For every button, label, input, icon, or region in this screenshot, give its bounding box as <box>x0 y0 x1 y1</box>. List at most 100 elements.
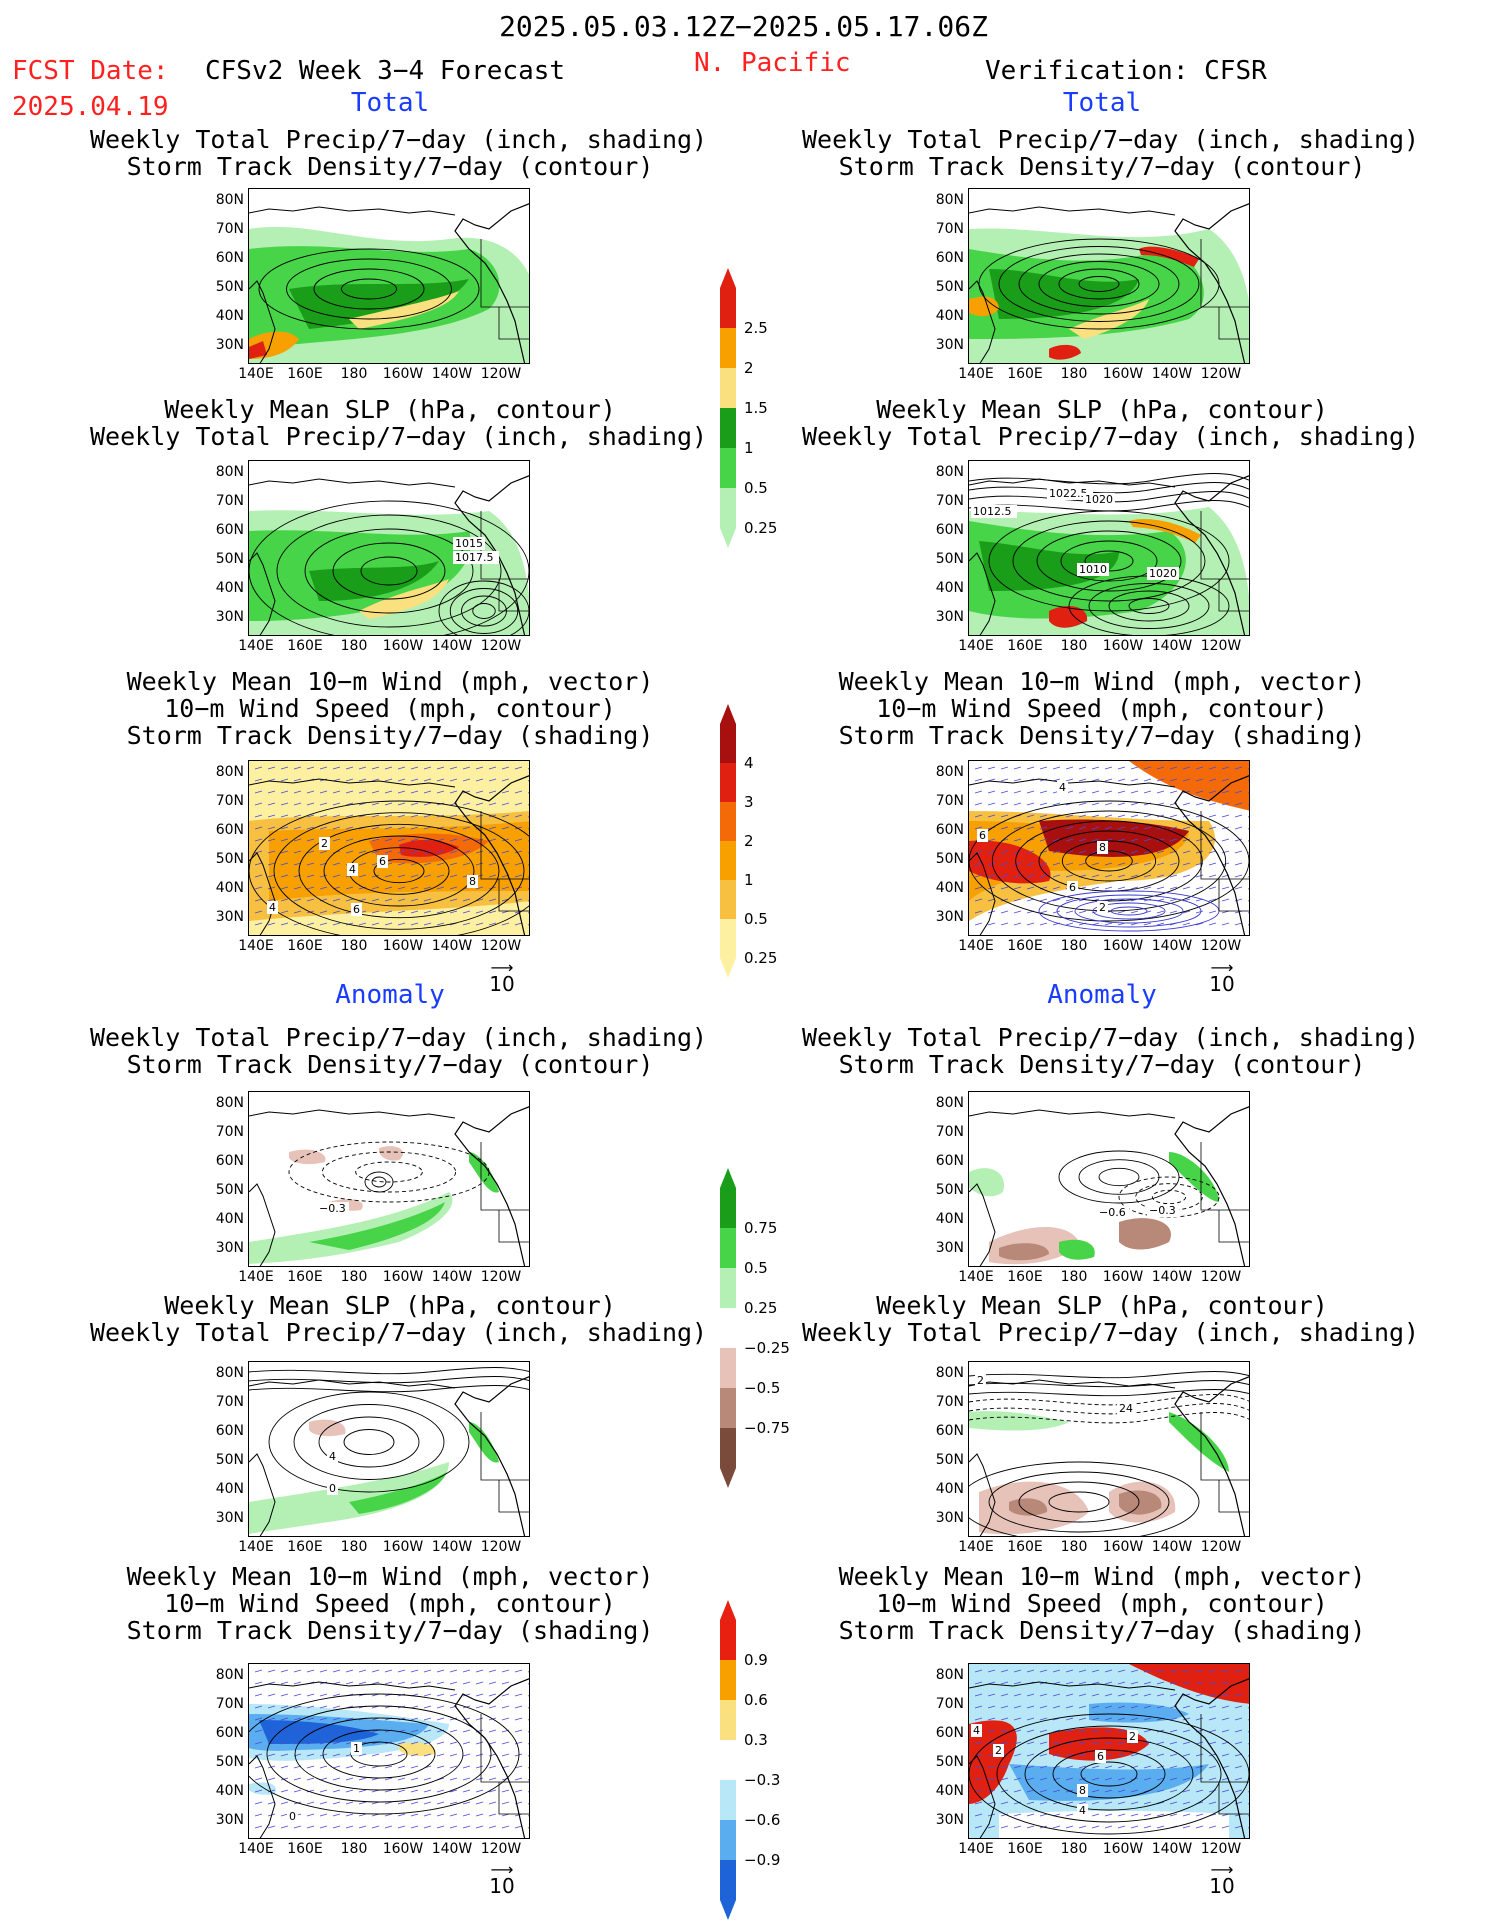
colorbar-anom-precip: 0.75 0.5 0.25 −0.25 −0.5 −0.75 <box>720 1168 810 1492</box>
lon-tick-label: 160E <box>287 1539 323 1555</box>
lat-tick-label: 60N <box>935 250 964 266</box>
lat-tick-label: 30N <box>935 1510 964 1526</box>
colorbar-tick-label: 4 <box>744 754 754 772</box>
svg-text:1012.5: 1012.5 <box>973 505 1012 518</box>
colorbar-tick-label: 0.25 <box>744 519 778 537</box>
colorbar-tick-label: 0.6 <box>744 1691 768 1709</box>
lon-tick-label: 120W <box>1200 1539 1242 1555</box>
panel-title-ob-total-slp: Weekly Mean SLP (hPa, contour) Weekly Tot… <box>802 395 1420 451</box>
lon-tick-label: 160E <box>1007 938 1043 954</box>
lon-tick-label: 140E <box>958 938 994 954</box>
lon-tick-label: 140W <box>431 938 473 954</box>
svg-text:6: 6 <box>353 903 360 916</box>
colorbar-tick-label: 0.5 <box>744 910 768 928</box>
svg-text:2: 2 <box>995 1744 1002 1757</box>
fcst-date-value: 2025.04.19 <box>12 92 169 122</box>
lat-tick-label: 80N <box>935 1365 964 1381</box>
svg-text:8: 8 <box>469 875 476 888</box>
lat-tick-label: 30N <box>935 337 964 353</box>
lat-tick-label: 30N <box>935 609 964 625</box>
lon-tick-label: 140E <box>238 938 274 954</box>
lon-tick-label: 160W <box>1102 366 1144 382</box>
colorbar-tick-label: 2.5 <box>744 319 768 337</box>
lat-tick-label: 30N <box>215 1240 244 1256</box>
lon-tick-label: 140E <box>958 1269 994 1285</box>
svg-text:1022.5: 1022.5 <box>1049 487 1088 500</box>
lat-tick-label: 70N <box>215 793 244 809</box>
date-range: 2025.05.03.12Z−2025.05.17.06Z <box>499 10 988 43</box>
lat-tick-label: 60N <box>215 822 244 838</box>
section-total-forecast: Total <box>350 88 430 118</box>
lat-tick-label: 50N <box>935 1182 964 1198</box>
lon-tick-label: 180 <box>1060 1539 1088 1555</box>
lat-tick-label: 40N <box>935 1481 964 1497</box>
lon-tick-label: 140E <box>238 1539 274 1555</box>
lat-tick-label: 40N <box>215 1211 244 1227</box>
lon-tick-label: 140E <box>238 1269 274 1285</box>
colorbar-tick-label: 1 <box>744 871 754 889</box>
lon-tick-label: 180 <box>340 938 368 954</box>
lat-tick-label: 80N <box>215 192 244 208</box>
lon-tick-label: 140W <box>1151 1841 1193 1857</box>
lon-tick-label: 140W <box>1151 366 1193 382</box>
vector-ref-ob-total: ⟶ 10 <box>1209 958 1235 997</box>
map-ob-total-slp: 1022.5 1020 1012.5 1010 1020 <box>968 460 1250 636</box>
lat-tick-label: 70N <box>215 1124 244 1140</box>
colorbar-tick-label: 1.5 <box>744 399 768 417</box>
svg-text:1020: 1020 <box>1085 493 1113 506</box>
svg-text:2: 2 <box>1129 1730 1136 1743</box>
svg-text:4: 4 <box>269 901 276 914</box>
colorbar-anom-storm: 0.9 0.6 0.3 −0.3 −0.6 −0.9 <box>720 1600 810 1924</box>
panel-title-fc-total-precip: Weekly Total Precip/7−day (inch, shading… <box>90 125 708 181</box>
panel-title-ob-total-precip: Weekly Total Precip/7−day (inch, shading… <box>802 125 1420 181</box>
lat-tick-label: 60N <box>935 1725 964 1741</box>
lon-tick-label: 120W <box>480 1539 522 1555</box>
svg-text:1010: 1010 <box>1079 563 1107 576</box>
svg-text:−0.6: −0.6 <box>1099 1206 1126 1219</box>
lat-tick-label: 30N <box>215 1812 244 1828</box>
map-ob-anom-precip: −0.6 −0.3 <box>968 1091 1250 1267</box>
colorbar-tick-label: 3 <box>744 793 754 811</box>
lon-tick-label: 160E <box>287 1841 323 1857</box>
lon-tick-label: 120W <box>1200 1269 1242 1285</box>
lon-tick-label: 160E <box>287 938 323 954</box>
svg-text:1017.5: 1017.5 <box>455 551 494 564</box>
lon-tick-label: 140E <box>958 1539 994 1555</box>
panel-title-ob-total-wind: Weekly Mean 10−m Wind (mph, vector) 10−m … <box>838 667 1366 750</box>
lon-tick-label: 140E <box>238 366 274 382</box>
lon-tick-label: 160W <box>382 1539 424 1555</box>
lon-tick-label: 140W <box>1151 938 1193 954</box>
lat-tick-label: 80N <box>935 764 964 780</box>
map-ob-total-precip <box>968 188 1250 364</box>
lon-tick-label: 120W <box>480 1269 522 1285</box>
colorbar-tick-label: −0.25 <box>744 1339 790 1357</box>
lon-tick-label: 140E <box>958 638 994 654</box>
lon-tick-label: 140W <box>1151 1539 1193 1555</box>
lat-tick-label: 40N <box>215 1481 244 1497</box>
map-ob-total-wind: 4 6 8 6 2 <box>968 760 1250 936</box>
lat-tick-label: 30N <box>215 909 244 925</box>
lat-tick-label: 40N <box>935 880 964 896</box>
svg-text:1: 1 <box>353 1742 360 1755</box>
lon-tick-label: 160W <box>1102 1841 1144 1857</box>
lon-tick-label: 140W <box>1151 638 1193 654</box>
lat-tick-label: 40N <box>935 308 964 324</box>
svg-text:24: 24 <box>1119 1402 1133 1415</box>
svg-text:4: 4 <box>1079 1804 1086 1817</box>
vector-ref-fc-anom: ⟶ 10 <box>489 1860 515 1899</box>
lon-tick-label: 180 <box>1060 1841 1088 1857</box>
lat-tick-label: 50N <box>215 551 244 567</box>
panel-title-ob-anom-precip: Weekly Total Precip/7−day (inch, shading… <box>802 1023 1420 1079</box>
svg-text:1020: 1020 <box>1149 567 1177 580</box>
svg-text:6: 6 <box>379 855 386 868</box>
svg-text:0: 0 <box>289 1810 296 1823</box>
lon-tick-label: 140E <box>958 366 994 382</box>
lon-tick-label: 160E <box>287 1269 323 1285</box>
lon-tick-label: 160E <box>287 638 323 654</box>
lat-tick-label: 40N <box>935 1783 964 1799</box>
lon-tick-label: 160W <box>382 938 424 954</box>
lat-tick-label: 50N <box>935 851 964 867</box>
panel-title-ob-anom-wind: Weekly Mean 10−m Wind (mph, vector) 10−m … <box>838 1562 1366 1645</box>
colorbar-tick-label: 2 <box>744 359 754 377</box>
